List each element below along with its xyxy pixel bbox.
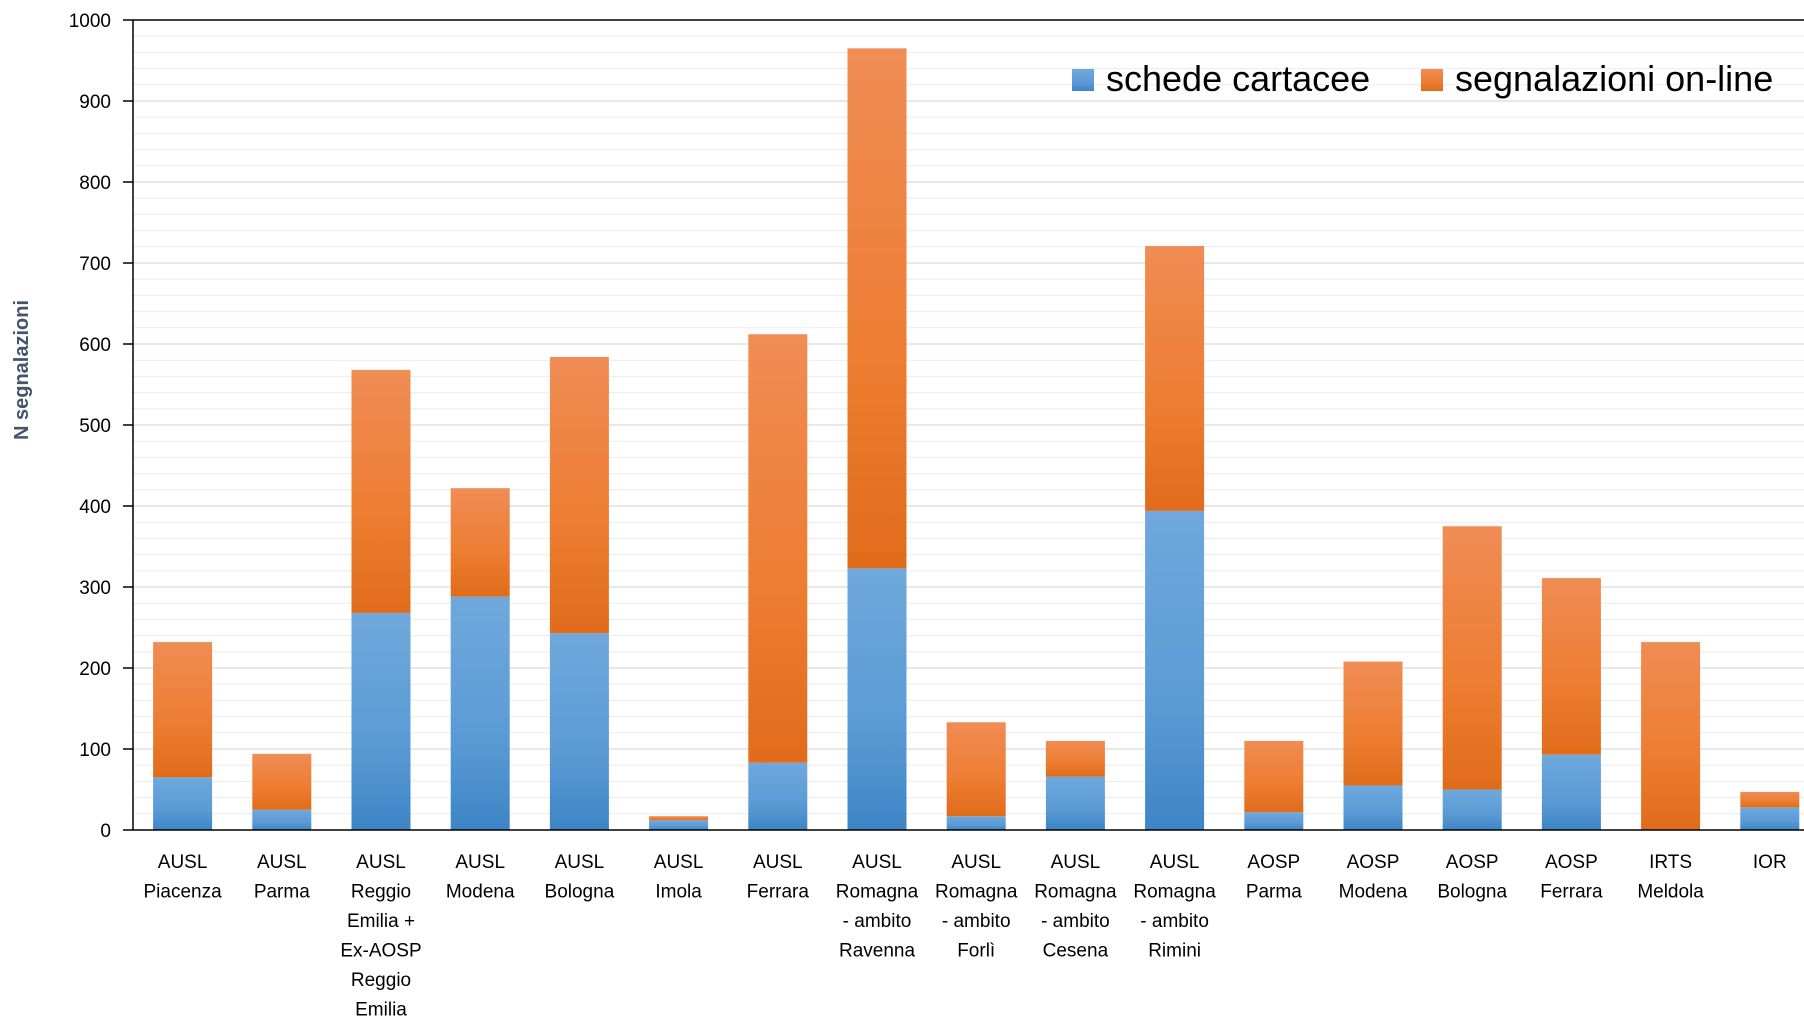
y-tick-label: 0	[100, 821, 111, 842]
y-tick-label: 400	[79, 497, 111, 518]
category-label: AOSP Parma	[1246, 852, 1302, 903]
bar-schede-cartacee-9	[1045, 776, 1105, 830]
y-tick-label: 900	[79, 92, 111, 113]
category-label: AUSL Romagna - ambito Ravenna	[836, 852, 919, 962]
y-tick-label: 600	[79, 335, 111, 356]
category-label: AOSP Modena	[1339, 852, 1408, 903]
y-tick-labels: 0 100 200 300 400 500 600 700 800 900 1000	[69, 11, 133, 842]
legend: schede cartacee segnalazioni on-line	[1072, 58, 1773, 99]
y-tick-label: 700	[79, 254, 111, 275]
bar-segnalazioni-online-5	[649, 816, 709, 821]
legend-swatch-segnalazioni-online	[1421, 69, 1443, 91]
bar-schede-cartacee-1	[252, 809, 312, 830]
y-tick-label: 300	[79, 578, 111, 599]
bar-schede-cartacee-10	[1145, 510, 1205, 830]
category-label: AUSL Romagna - ambito Rimini	[1133, 852, 1216, 962]
bar-schede-cartacee-12	[1343, 785, 1403, 830]
y-tick-label: 100	[79, 740, 111, 761]
bar-segnalazioni-online-1	[252, 753, 312, 810]
y-tick-label: 1000	[69, 11, 111, 32]
category-label: AUSL Romagna - ambito Forlì	[935, 852, 1018, 962]
category-label: IRTS Meldola	[1637, 852, 1704, 903]
bar-schede-cartacee-3	[450, 596, 510, 830]
bar-schede-cartacee-14	[1541, 754, 1601, 830]
bar-segnalazioni-online-8	[946, 722, 1006, 817]
category-label: AUSL Piacenza	[144, 852, 223, 903]
category-label: AUSL Bologna	[545, 852, 615, 903]
category-label: AUSL Romagna - ambito Cesena	[1034, 852, 1117, 962]
bar-schede-cartacee-16	[1740, 807, 1800, 830]
category-label: IOR	[1753, 852, 1787, 873]
bar-schede-cartacee-11	[1244, 812, 1304, 830]
bar-schede-cartacee-5	[649, 820, 709, 830]
category-label: AUSL Imola	[654, 852, 704, 903]
bar-segnalazioni-online-2	[351, 369, 411, 613]
gridlines	[133, 19, 1804, 815]
bar-schede-cartacee-8	[946, 816, 1006, 830]
bar-segnalazioni-online-16	[1740, 791, 1800, 808]
category-label: AUSL Parma	[254, 852, 310, 903]
category-label: AOSP Bologna	[1437, 852, 1507, 903]
bar-schede-cartacee-2	[351, 612, 411, 830]
bar-schede-cartacee-0	[153, 777, 213, 830]
bar-schede-cartacee-6	[748, 762, 808, 830]
bar-segnalazioni-online-15	[1641, 642, 1701, 830]
bars	[153, 48, 1800, 830]
category-label: AUSL Ferrara	[747, 852, 810, 903]
bar-segnalazioni-online-11	[1244, 740, 1304, 813]
bar-segnalazioni-online-3	[450, 488, 510, 597]
bar-schede-cartacee-13	[1442, 789, 1502, 830]
bar-schede-cartacee-4	[549, 633, 609, 830]
bar-segnalazioni-online-12	[1343, 661, 1403, 786]
bar-segnalazioni-online-10	[1145, 245, 1205, 511]
y-tick-label: 200	[79, 659, 111, 680]
legend-swatch-schede-cartacee	[1072, 69, 1094, 91]
legend-label-segnalazioni-online: segnalazioni on-line	[1455, 58, 1773, 99]
category-labels: AUSL Piacenza AUSL Parma AUSL Reggio Emilia + E…	[144, 852, 1787, 1016]
bar-segnalazioni-online-6	[748, 334, 808, 763]
category-label: AUSL Reggio Emilia + Ex-AOSP Reggio Emilia	[340, 852, 421, 1016]
category-label: AOSP Ferrara	[1540, 852, 1603, 903]
y-tick-label: 500	[79, 416, 111, 437]
bar-segnalazioni-online-7	[847, 48, 907, 569]
category-label: AUSL Modena	[446, 852, 515, 903]
bar-segnalazioni-online-14	[1541, 578, 1601, 755]
bar-segnalazioni-online-9	[1045, 740, 1105, 777]
bar-segnalazioni-online-4	[549, 356, 609, 634]
y-axis-label: N segnalazioni	[11, 300, 33, 440]
bar-schede-cartacee-7	[847, 568, 907, 830]
y-tick-label: 800	[79, 173, 111, 194]
bar-segnalazioni-online-0	[153, 642, 213, 778]
legend-label-schede-cartacee: schede cartacee	[1106, 58, 1370, 99]
bar-segnalazioni-online-13	[1442, 526, 1502, 790]
